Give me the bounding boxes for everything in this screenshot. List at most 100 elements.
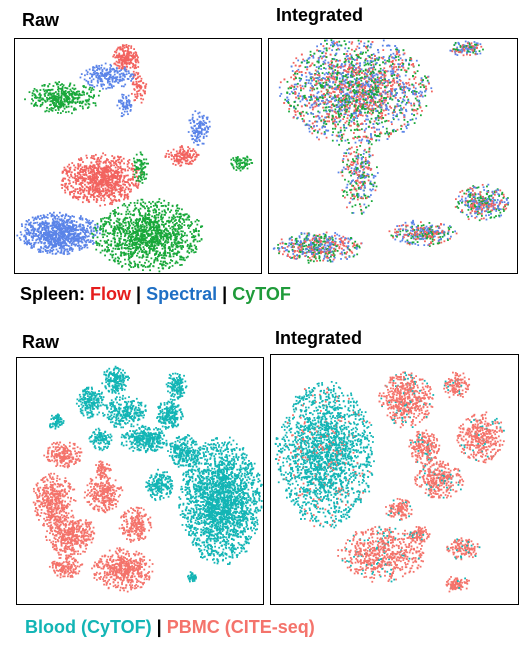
point-cytof bbox=[48, 89, 51, 92]
point-cytof bbox=[141, 198, 144, 201]
point-cytof bbox=[134, 219, 137, 222]
point-flow bbox=[197, 153, 200, 156]
point-cytof bbox=[43, 84, 46, 87]
point-flow bbox=[90, 156, 93, 159]
point-spectral bbox=[205, 122, 208, 125]
point-cytof bbox=[177, 242, 180, 245]
point-flow bbox=[105, 168, 108, 171]
point-flow bbox=[110, 183, 113, 186]
point-spectral bbox=[66, 248, 69, 251]
point-flow bbox=[92, 192, 95, 195]
point-cytof bbox=[162, 254, 165, 257]
point-flow bbox=[134, 51, 137, 54]
point-flow bbox=[92, 189, 94, 192]
point-cytof bbox=[133, 260, 136, 263]
point-cytof bbox=[130, 236, 133, 239]
point-flow bbox=[125, 58, 128, 60]
point-flow bbox=[107, 182, 109, 184]
point-cytof bbox=[142, 237, 145, 240]
point-cytof bbox=[123, 202, 126, 205]
point-cytof bbox=[142, 216, 145, 219]
point-cytof bbox=[147, 207, 150, 210]
point-spectral bbox=[33, 229, 36, 232]
point-spectral bbox=[66, 244, 69, 247]
point-spectral bbox=[82, 235, 84, 238]
point-flow bbox=[102, 190, 105, 193]
point-spectral bbox=[50, 243, 52, 246]
point-cytof bbox=[172, 214, 175, 217]
point-cytof bbox=[82, 85, 85, 88]
point-cytof bbox=[180, 215, 182, 218]
point-flow bbox=[102, 178, 105, 181]
point-spectral bbox=[77, 242, 80, 244]
point-flow bbox=[109, 170, 111, 173]
point-spectral bbox=[108, 80, 111, 83]
point-cytof bbox=[139, 235, 142, 238]
point-spectral bbox=[69, 216, 72, 219]
point-cytof bbox=[232, 167, 235, 170]
point-flow bbox=[98, 191, 101, 193]
point-flow bbox=[125, 44, 128, 46]
point-flow bbox=[102, 187, 104, 190]
point-spectral bbox=[60, 248, 63, 251]
point-cytof bbox=[142, 163, 145, 166]
point-cytof bbox=[147, 234, 149, 236]
point-cytof bbox=[182, 230, 184, 233]
point-cytof bbox=[242, 157, 245, 160]
point-cytof bbox=[111, 254, 114, 257]
point-spectral bbox=[57, 250, 60, 253]
point-cytof bbox=[157, 200, 160, 203]
point-cytof bbox=[170, 218, 173, 221]
point-cytof bbox=[112, 210, 114, 212]
point-cytof bbox=[100, 220, 103, 223]
point-spectral bbox=[199, 121, 202, 124]
point-flow bbox=[189, 150, 192, 152]
point-spectral bbox=[116, 104, 119, 107]
point-flow bbox=[99, 157, 102, 160]
point-spectral bbox=[60, 250, 63, 253]
point-cytof bbox=[175, 237, 178, 240]
point-flow bbox=[120, 159, 123, 162]
point-spectral bbox=[56, 240, 59, 243]
point-flow bbox=[126, 50, 129, 53]
point-spectral bbox=[36, 221, 39, 224]
point-spectral bbox=[66, 229, 69, 232]
point-spectral bbox=[46, 252, 49, 254]
point-spectral bbox=[51, 243, 54, 246]
point-flow bbox=[100, 192, 103, 195]
point-cytof bbox=[130, 262, 133, 265]
point-spectral bbox=[96, 72, 98, 74]
point-spectral bbox=[64, 215, 67, 218]
point-cytof bbox=[39, 94, 42, 97]
point-flow bbox=[92, 198, 95, 201]
point-flow bbox=[100, 184, 103, 187]
point-spectral bbox=[95, 231, 98, 234]
point-spectral bbox=[64, 241, 66, 243]
point-cytof bbox=[235, 157, 238, 160]
point-cytof bbox=[174, 224, 176, 227]
point-cytof bbox=[116, 242, 119, 245]
point-cytof bbox=[63, 99, 66, 102]
point-spectral bbox=[92, 71, 95, 74]
point-flow bbox=[74, 173, 76, 176]
point-flow bbox=[132, 170, 135, 173]
point-cytof bbox=[84, 86, 87, 89]
point-spectral bbox=[46, 216, 49, 219]
point-spectral bbox=[81, 217, 84, 220]
point-cytof bbox=[162, 204, 164, 207]
point-flow bbox=[121, 64, 124, 67]
point-cytof bbox=[155, 234, 158, 237]
point-flow bbox=[133, 74, 136, 77]
point-flow bbox=[179, 159, 181, 162]
point-flow bbox=[172, 148, 175, 151]
point-flow bbox=[65, 171, 68, 174]
point-flow bbox=[176, 152, 179, 155]
point-cytof bbox=[144, 242, 147, 245]
point-flow bbox=[114, 63, 117, 66]
point-cytof bbox=[180, 233, 183, 236]
point-spectral bbox=[66, 223, 68, 226]
point-cytof bbox=[146, 241, 148, 244]
point-cytof bbox=[52, 85, 55, 87]
point-flow bbox=[97, 156, 100, 159]
point-spectral bbox=[74, 227, 77, 230]
